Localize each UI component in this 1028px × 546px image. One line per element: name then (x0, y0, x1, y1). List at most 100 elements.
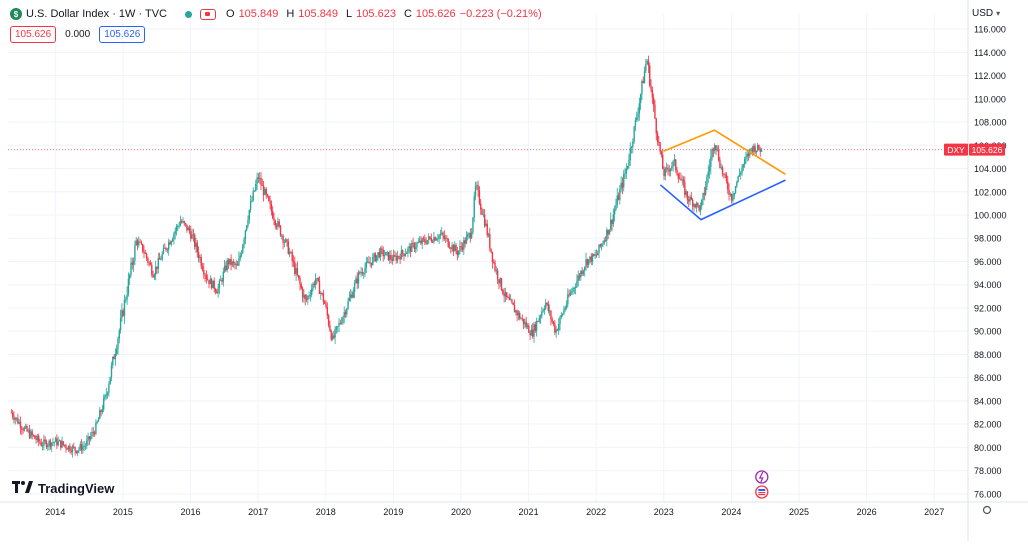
order-badges[interactable]: 105.626 0.000 105.626 (10, 26, 146, 43)
candle-body (277, 221, 279, 227)
candle-body (690, 196, 693, 200)
candle-body (96, 421, 98, 423)
candle-body (369, 262, 371, 264)
candle-body (130, 262, 132, 275)
candle-body (721, 167, 724, 174)
open-label: O (226, 8, 235, 20)
candle-body (480, 203, 482, 210)
candle-body (416, 242, 418, 248)
sell-price-badge[interactable]: 105.626 (10, 26, 57, 43)
candle-body (53, 442, 55, 443)
pattern-lower-line[interactable] (659, 179, 786, 221)
candle-body (290, 252, 292, 253)
candle-body (223, 265, 226, 272)
candle-body (167, 242, 170, 250)
y-tick-label: 116.000 (974, 25, 1006, 35)
candle-body (52, 442, 54, 444)
candle-body (551, 319, 553, 322)
candle-body (548, 310, 551, 312)
settings-gear-icon[interactable] (982, 505, 992, 515)
candle-body (649, 65, 651, 86)
candle-body (535, 321, 538, 331)
pattern-upper-line[interactable] (663, 129, 786, 176)
candle-body (113, 356, 115, 360)
candle-body (493, 261, 495, 263)
candle-body (572, 287, 574, 292)
candle-body (413, 243, 416, 250)
candle-body (737, 176, 739, 182)
lightning-event-icon[interactable] (755, 470, 769, 484)
candle-body (746, 153, 748, 157)
currency-selector[interactable]: USD ▾ (972, 8, 1000, 19)
candle-body (576, 280, 578, 287)
chart-pattern[interactable] (659, 129, 786, 221)
candle-body (421, 238, 423, 244)
candle-body (47, 445, 49, 448)
market-status-icon[interactable] (185, 10, 192, 18)
candle-body (87, 436, 89, 441)
candle-body (299, 278, 301, 285)
candle-body (517, 312, 520, 316)
candle-body (179, 221, 182, 226)
candle-body (654, 104, 656, 119)
candle-body (429, 236, 431, 239)
candle-body (603, 240, 605, 244)
candle-body (403, 253, 405, 257)
candle-body (542, 310, 544, 312)
candle-body (294, 262, 296, 274)
x-tick-label: 2020 (451, 507, 471, 517)
candle-body (409, 246, 412, 252)
symbol-title[interactable]: U.S. Dollar Index · 1W · TVC (26, 8, 167, 20)
candle-body (689, 196, 691, 202)
flag-stripe-blue (758, 489, 766, 491)
candle-body (24, 426, 27, 428)
candle-body (439, 234, 442, 236)
candle-body (626, 165, 629, 170)
y-tick-label: 92.000 (974, 303, 1002, 313)
candle-body (714, 145, 716, 151)
candle-body (381, 248, 383, 250)
last-price-tag-text: 105.626 (972, 145, 1003, 155)
candle-body (656, 133, 659, 142)
candle-body (456, 250, 459, 255)
candle-body (756, 145, 759, 151)
buy-price-badge[interactable]: 105.626 (99, 26, 146, 43)
candle-body (308, 295, 310, 297)
tradingview-logo[interactable]: TradingView (12, 480, 114, 496)
candle-body (438, 235, 440, 239)
candle-body (370, 262, 373, 265)
candle-body (326, 306, 329, 316)
candle-body (154, 266, 157, 275)
candle-body (313, 283, 316, 286)
candle-body (389, 254, 391, 261)
visibility-icon[interactable] (200, 8, 216, 20)
candle-body (521, 318, 524, 320)
candle-body (511, 299, 513, 303)
candle-body (153, 274, 156, 278)
event-markers[interactable] (755, 470, 769, 499)
candle-body (30, 431, 32, 438)
candle-body (509, 299, 512, 301)
candle-body (157, 258, 159, 269)
candle-body (482, 214, 485, 216)
candle-body (724, 174, 726, 176)
candle-body (499, 278, 501, 284)
candle-body (170, 241, 172, 245)
candle-body (291, 252, 293, 262)
candle-body (617, 195, 620, 200)
candle-body (708, 166, 711, 172)
candle-body (710, 156, 712, 167)
candle-body (216, 291, 218, 294)
candle-body (169, 242, 171, 245)
candle-body (697, 202, 699, 206)
y-tick-label: 100.000 (974, 211, 1007, 221)
candle-body (355, 278, 357, 284)
candle-body (759, 149, 761, 152)
candle-body (204, 274, 206, 276)
symbol-legend[interactable]: $ U.S. Dollar Index · 1W · TVC O 105.849 … (10, 8, 542, 20)
candle-body (707, 171, 709, 177)
candle-body (191, 234, 193, 239)
